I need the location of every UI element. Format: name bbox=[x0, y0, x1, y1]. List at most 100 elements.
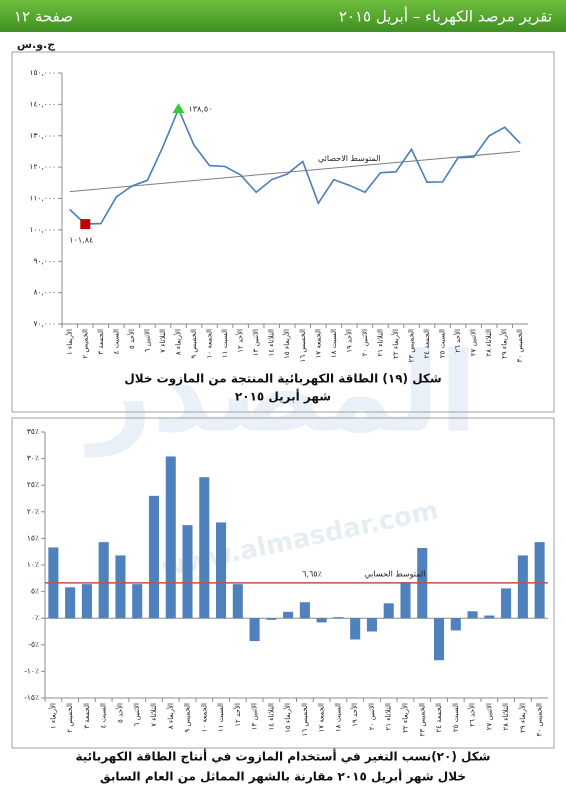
bar bbox=[433, 618, 445, 661]
x-tick-label: الجمعة ١٧ bbox=[318, 703, 326, 733]
y-tick-label: ١٥٠,٠٠٠ bbox=[29, 68, 56, 77]
y-tick-label: ٥٪ bbox=[31, 587, 39, 596]
trend-line bbox=[69, 150, 521, 193]
x-tick-label: الجمعة ١٠ bbox=[206, 329, 214, 359]
bar bbox=[148, 495, 160, 619]
trend-label: المتوسط الاحصائي bbox=[318, 154, 381, 163]
x-tick-label: الأحد ١٢ bbox=[236, 329, 245, 353]
bar bbox=[199, 477, 210, 619]
max-label: ١٣٨,٥٠ bbox=[189, 105, 213, 114]
average-value: ٦,٦٥٪ bbox=[302, 569, 322, 578]
x-tick-label: الجمعة ٢٤ bbox=[423, 329, 431, 359]
x-tick-label: الأحد ٢٦ bbox=[468, 703, 477, 727]
y-tick-label: ٣٥٪ bbox=[27, 427, 39, 436]
y-tick-label: ٢٥٪ bbox=[27, 480, 39, 489]
x-tick-label: الخميس ٣٠ bbox=[516, 329, 524, 362]
x-tick-label: الأربعاء ١٥ bbox=[283, 703, 292, 733]
y-unit: ج.و.س bbox=[17, 38, 55, 52]
bar bbox=[98, 542, 109, 619]
y-tick-label: ١١٠,٠٠٠ bbox=[29, 194, 56, 203]
y-tick-label: ٧٠,٠٠٠ bbox=[33, 319, 56, 328]
x-tick-label: السبت ٤ bbox=[112, 329, 120, 354]
bar bbox=[333, 617, 344, 619]
caption: شهر أبريل ٢٠١٥ bbox=[235, 389, 331, 404]
x-tick-label: الخميس ٩ bbox=[190, 329, 198, 359]
y-tick-label: ٨٠,٠٠٠ bbox=[33, 288, 56, 297]
bar bbox=[517, 555, 528, 619]
x-tick-label: الثلاثاء ٧ bbox=[159, 329, 167, 353]
x-tick-label: الأربعاء ٢٢ bbox=[391, 329, 400, 359]
bar bbox=[383, 603, 394, 619]
y-tick-label: -٥٪ bbox=[28, 640, 39, 649]
x-tick-label: الخميس ١٦ bbox=[301, 703, 309, 736]
bar bbox=[81, 584, 92, 619]
x-tick-label: الجمعة ٣ bbox=[83, 703, 91, 729]
x-tick-label: الأحد ٥ bbox=[127, 329, 136, 349]
x-tick-label: الأحد ١٢ bbox=[233, 703, 242, 727]
x-tick-label: الاثنين ٢٧ bbox=[470, 329, 478, 356]
page-number: صفحة ١٢ bbox=[14, 8, 73, 26]
x-tick-label: الأربعاء ٢٩ bbox=[518, 703, 527, 733]
y-tick-label: ١٣٠,٠٠٠ bbox=[29, 131, 56, 140]
x-tick-label: السبت ٤ bbox=[100, 703, 108, 728]
x-tick-label: الأحد ٥ bbox=[115, 703, 124, 723]
caption: شكل (١٩) الطاقة الكهربائية المنتجة من ال… bbox=[124, 372, 441, 387]
caption: شكل (٢٠)نسب التغير في أستخدام المازوت في… bbox=[76, 749, 491, 765]
bar bbox=[283, 611, 294, 619]
chart-frame bbox=[11, 417, 555, 749]
x-tick-label: الخميس ٢٣ bbox=[418, 703, 426, 736]
x-tick-label: الخميس ٣٠ bbox=[536, 703, 544, 736]
x-tick-label: الأحد ١٩ bbox=[344, 329, 353, 353]
x-tick-label: الثلاثاء ١٤ bbox=[268, 329, 276, 357]
y-tick-label: ٠٪ bbox=[31, 613, 39, 622]
y-tick-label: -١٠٪ bbox=[24, 666, 39, 675]
x-tick-label: الخميس ٢٣ bbox=[408, 329, 416, 362]
min-label: ١٠١,٨٤ bbox=[69, 236, 93, 245]
x-tick-label: الجمعة ١٠ bbox=[200, 703, 208, 733]
x-tick-label: الثلاثاء ٧ bbox=[150, 703, 158, 727]
x-tick-label: الاثنين ٢٠ bbox=[361, 329, 369, 356]
x-tick-label: الجمعة ٢٤ bbox=[435, 703, 443, 733]
min-marker bbox=[80, 219, 91, 230]
x-tick-label: الأربعاء ٢٢ bbox=[400, 703, 409, 733]
bar bbox=[132, 584, 143, 619]
bar bbox=[266, 618, 277, 620]
y-tick-label: ٩٠,٠٠٠ bbox=[33, 256, 56, 265]
bar bbox=[366, 618, 377, 632]
x-tick-label: الأربعاء ١٥ bbox=[282, 329, 291, 359]
x-tick-label: الثلاثاء ٢١ bbox=[385, 703, 393, 731]
line-series bbox=[69, 107, 521, 225]
x-tick-label: الأربعاء ٨ bbox=[174, 329, 183, 355]
x-tick-label: السبت ١١ bbox=[221, 329, 229, 358]
watermark-logo: المصدر bbox=[84, 328, 477, 457]
x-tick-label: السبت ١٨ bbox=[334, 703, 342, 732]
bar bbox=[232, 584, 243, 619]
x-tick-label: الأربعاء ١ bbox=[65, 329, 74, 355]
x-tick-label: الاثنين ٢٠ bbox=[368, 703, 376, 730]
bar bbox=[216, 522, 227, 619]
x-tick-label: السبت ١١ bbox=[217, 703, 225, 732]
x-tick-label: الخميس ٩ bbox=[184, 703, 192, 733]
bar bbox=[316, 618, 327, 623]
bar bbox=[484, 615, 495, 619]
bar bbox=[165, 456, 176, 619]
x-tick-label: الخميس ٢ bbox=[81, 329, 89, 359]
bar bbox=[249, 618, 260, 642]
max-marker bbox=[172, 103, 185, 114]
x-tick-label: الخميس ٢ bbox=[66, 703, 74, 733]
x-tick-label: الأحد ١٩ bbox=[350, 703, 359, 727]
average-label: المتوسط الحسابي bbox=[365, 569, 426, 578]
x-tick-label: الثلاثاء ٢٨ bbox=[502, 703, 510, 731]
chart-frame bbox=[11, 51, 555, 413]
caption: خلال شهر أبريل ٢٠١٥ مقارنة بالشهر المماث… bbox=[100, 769, 466, 785]
x-tick-label: الجمعة ٣ bbox=[97, 329, 105, 355]
bar bbox=[501, 588, 512, 619]
bar bbox=[534, 542, 545, 619]
y-tick-label: ٢٠٪ bbox=[27, 507, 39, 516]
x-tick-label: الثلاثاء ٢٨ bbox=[485, 329, 493, 357]
x-tick-label: الأربعاء ٢٩ bbox=[500, 329, 509, 359]
y-tick-label: ١٠٠,٠٠٠ bbox=[29, 225, 56, 234]
y-tick-label: ١٢٠,٠٠٠ bbox=[29, 162, 56, 171]
x-tick-label: الاثنين ١٣ bbox=[252, 329, 260, 356]
